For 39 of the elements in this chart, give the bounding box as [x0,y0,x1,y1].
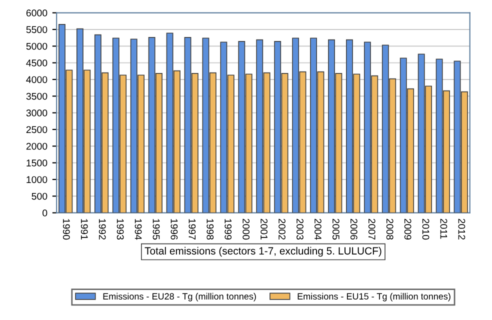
x-tick-label: 1991 [80,219,88,240]
y-tick-label: 4000 [26,76,48,84]
y-tick-label: 2500 [26,126,48,134]
y-tick-label: 1500 [26,160,48,166]
x-tick-label: 1994 [134,219,142,240]
x-tick-label: 2001 [260,218,268,240]
x-tick-label: 2008 [386,218,394,240]
x-tick-label: 1993 [116,219,124,240]
x-tick-label: 2003 [296,218,304,240]
x-axis-title: Total emissions (sectors 1-7, excluding 5. LULUCF) [144,246,382,257]
x-tick-label: 2011 [440,218,448,239]
y-tick-label: 5500 [26,26,48,34]
legend-label: Emissions - EU28 - Tg (million tonnes) [103,292,256,302]
x-tick-label: 2002 [278,218,286,240]
x-tick-label: 2007 [368,218,376,240]
x-tick-label: 2006 [350,218,358,240]
legend-label: Emissions - EU15 - Tg (million tonnes) [298,292,450,302]
x-tick-label: 2012 [458,218,466,240]
x-tick-label: 1999 [224,219,232,240]
y-tick-label: 3500 [26,92,48,100]
y-tick-label: 3000 [26,110,48,116]
y-tick-label: 2000 [26,142,48,150]
x-tick-label: 2000 [242,218,250,240]
x-tick-label: 1995 [152,219,160,240]
y-tick-label: 6000 [26,10,48,16]
y-tick-label: 500 [32,192,48,200]
x-tick-label: 1998 [206,219,214,240]
x-tick-label: 1990 [62,219,70,240]
x-tick-label: 2004 [314,218,322,240]
x-tick-label: 2005 [332,218,340,240]
y-tick-label: 1000 [26,176,48,184]
y-tick-label: 5000 [26,42,48,50]
x-tick-label: 1996 [170,219,178,240]
x-tick-label: 1992 [98,219,106,240]
x-tick-label: 2010 [422,218,430,240]
y-tick-label: 4500 [26,60,48,66]
y-tick-label: 0 [42,210,48,216]
x-tick-label: 2009 [404,218,412,240]
x-tick-label: 1997 [188,219,196,240]
